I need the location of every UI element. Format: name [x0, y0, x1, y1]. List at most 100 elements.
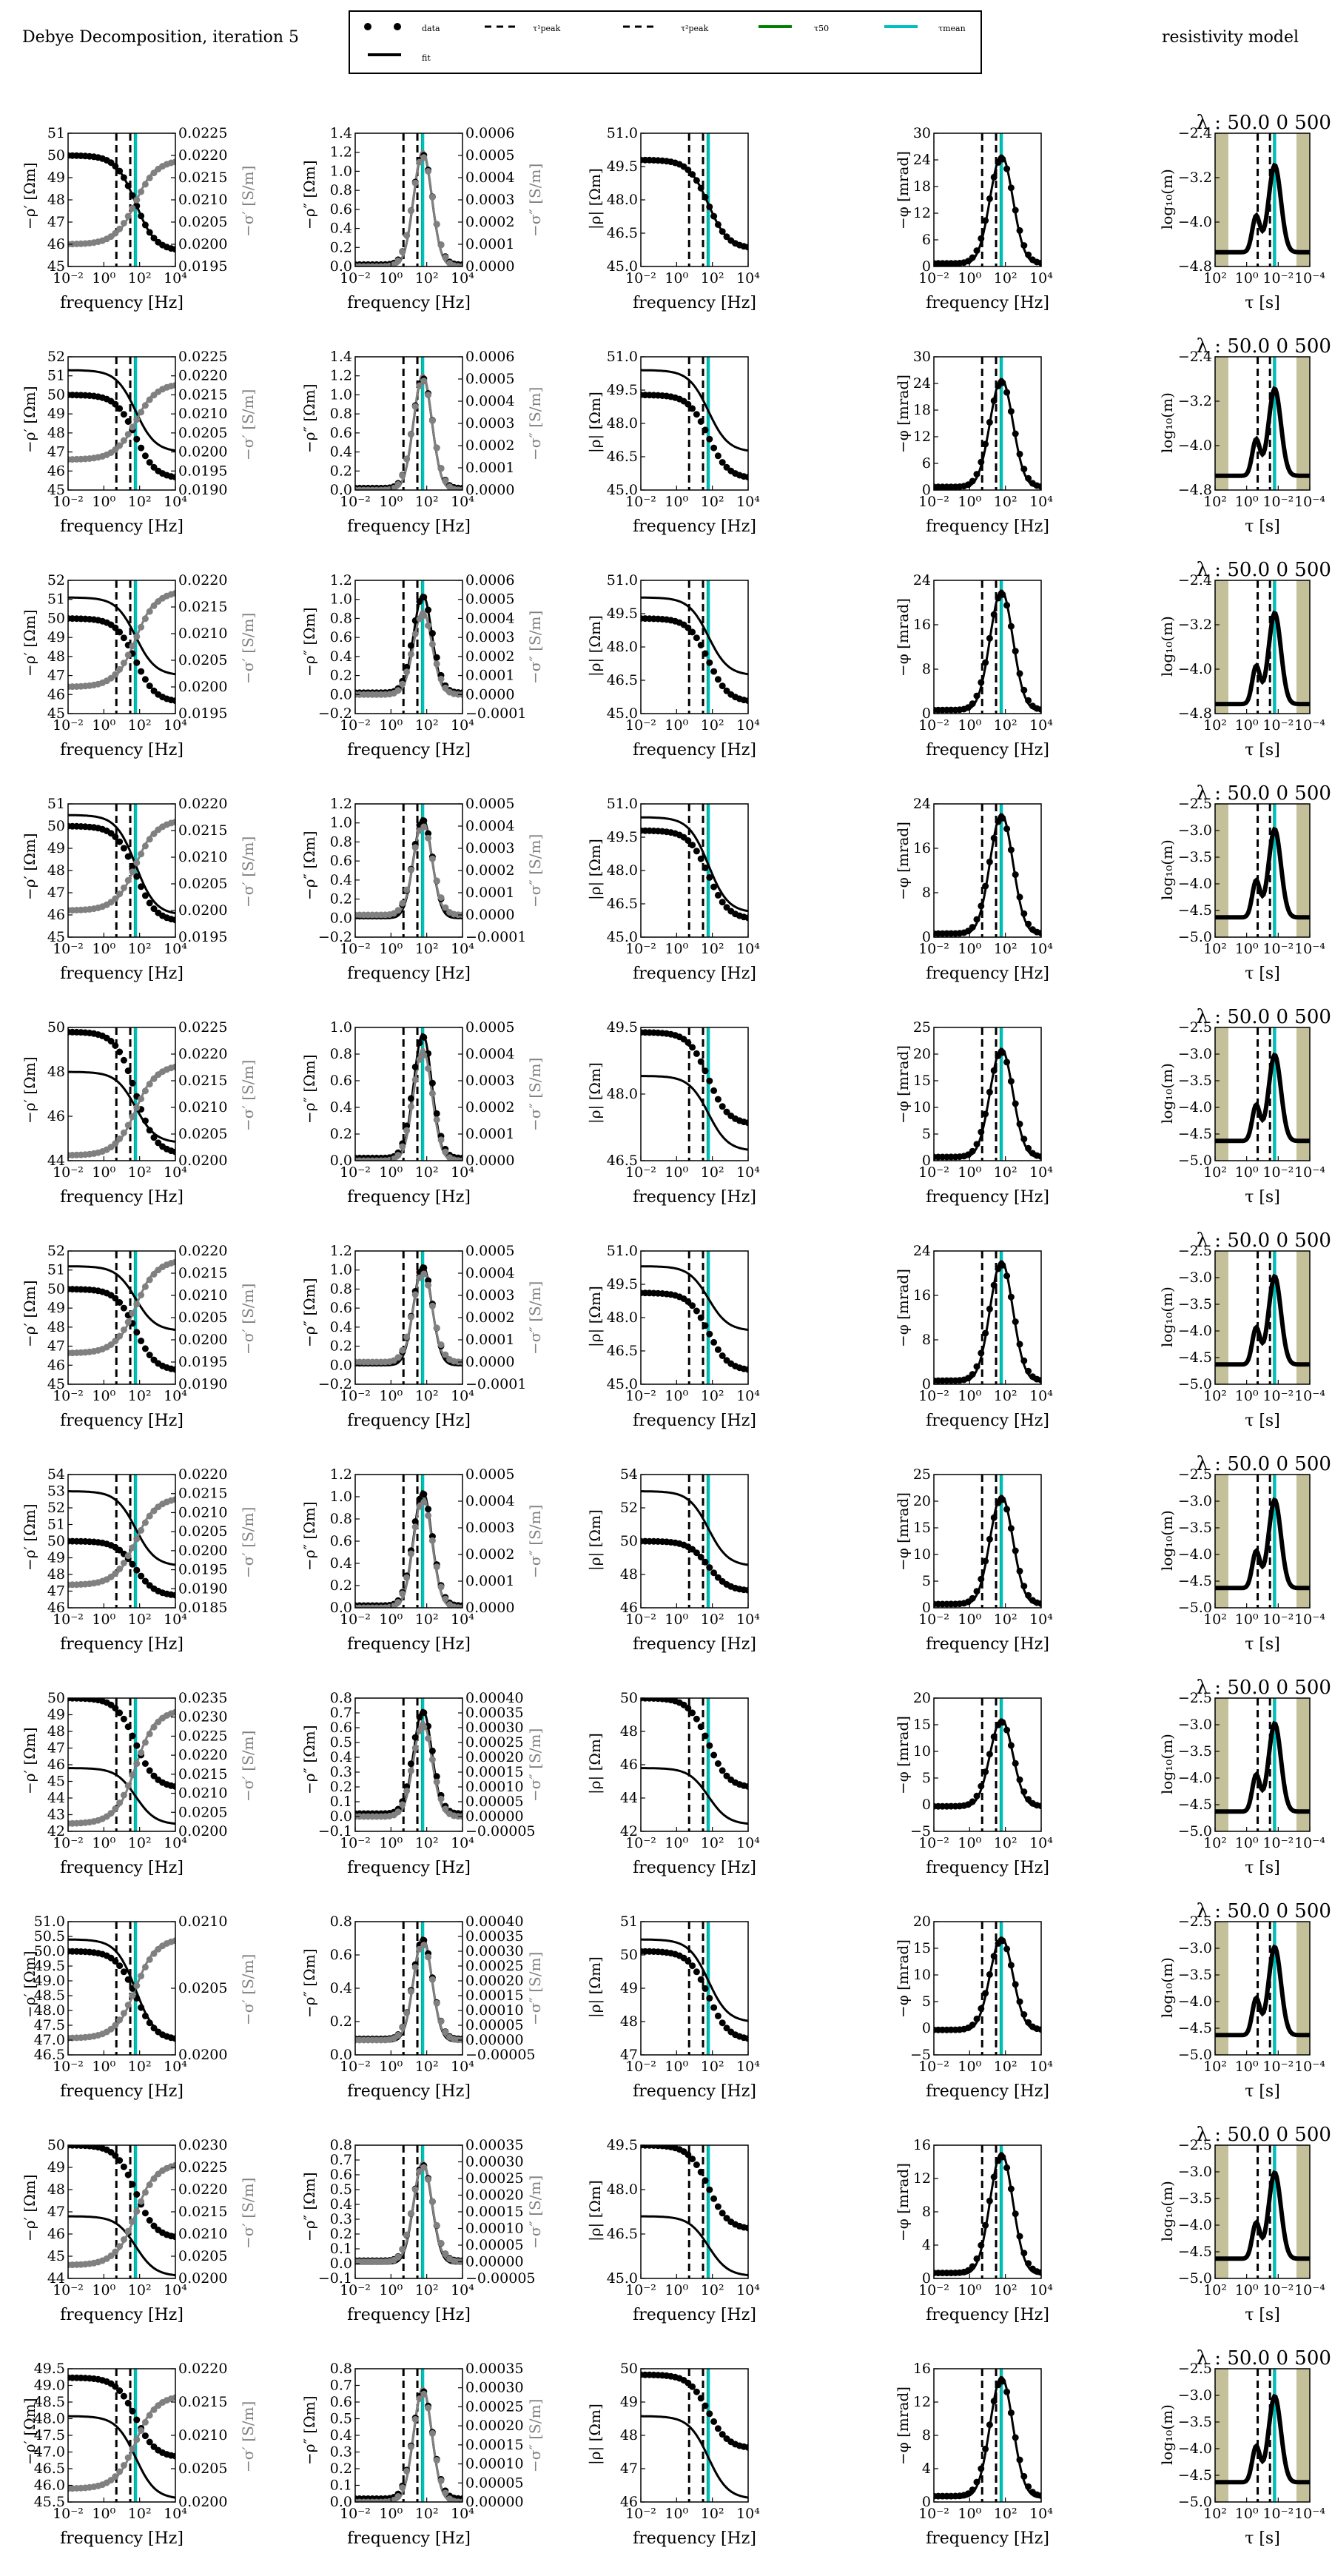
row3-rho-real-data-sigma-point — [133, 633, 141, 640]
row3-rho-mag-ytick-label: 51.0 — [607, 572, 638, 588]
row11-phase-data-point — [1025, 2483, 1032, 2490]
row2-phase-ytick-label: 6 — [922, 455, 931, 472]
row4-phase-plot-area — [934, 804, 1041, 937]
row4-rho-real-xtick-label: 10² — [128, 941, 152, 957]
row3-rho-mag-ytick-label: 46.5 — [607, 672, 638, 688]
row6-phase-data-point — [1037, 1377, 1041, 1383]
row6-phase-xtick-label: 10⁻² — [918, 1388, 949, 1404]
row8-rho-real-data-rho-point — [146, 1767, 153, 1774]
row10-phase-data-point — [978, 2241, 985, 2249]
row9-rho-mag-data-point — [689, 1962, 696, 1970]
row11-rho-imag-ytick-label: 0.4 — [330, 2427, 352, 2443]
row11-rho-imag-ytick-label: 0.1 — [330, 2478, 352, 2494]
row10-rho-real-data-rho-point — [146, 2217, 153, 2224]
row2-rho-real-ytick-label: 47 — [47, 444, 65, 460]
row4-rho-real-plot-area — [68, 804, 175, 937]
row2-rho-imag-xtick-label: 10² — [415, 494, 439, 510]
row6-model-xtick-label: 10² — [1203, 1388, 1227, 1404]
row10-rho-real-data-rho-point — [129, 2181, 136, 2188]
row4-rho-mag-data-point — [744, 914, 748, 922]
row11-rho-mag-ytick-label: 46 — [620, 2494, 638, 2510]
row2-rho-mag-data-point — [702, 426, 709, 434]
row8-rho-imag-data-rho-point — [411, 1734, 419, 1741]
row8-rho-real: 4243444546474849500.02000.02050.02100.02… — [21, 1690, 257, 1877]
row11-rho-imag-data-sigma-point — [433, 2457, 440, 2464]
row6-rho-imag-ytick-right-label: 0.0003 — [465, 1287, 514, 1304]
row3-rho-real-ytick-right-label: 0.0220 — [178, 572, 227, 588]
row9-model-ylabel: log₁₀(m) — [1158, 1957, 1176, 2018]
row8-phase-xtick-label: 10² — [994, 1835, 1018, 1851]
row6-rho-mag-xtick-label: 10⁻² — [625, 1388, 656, 1404]
row10-phase-xtick-label: 10⁰ — [958, 2282, 981, 2298]
row6-rho-real-ytick-label: 51 — [47, 1262, 65, 1278]
row9-rho-real-ytick-label: 49.5 — [34, 1958, 65, 1974]
row10-model-ytick-label: −4.0 — [1178, 2217, 1212, 2233]
row1-rho-mag-data-point — [706, 203, 713, 210]
row9-model-xlabel: τ [s] — [1245, 2082, 1280, 2101]
row8-rho-imag-ytick-label: 0.2 — [330, 1779, 352, 1795]
row5-rho-imag-data-rho-point — [403, 1122, 411, 1130]
row1-rho-real-ytick-right-label: 0.0220 — [178, 147, 227, 164]
row7-phase-ytick-label: 10 — [913, 1546, 931, 1563]
row10-rho-mag-data-point — [744, 2224, 748, 2232]
row7-rho-real-xlabel: frequency [Hz] — [60, 1635, 184, 1654]
row1-rho-mag-plot-area — [641, 133, 748, 266]
row6-rho-imag-data-sigma-point — [420, 1270, 428, 1278]
row10-rho-imag-ytick-label: 0.3 — [330, 2211, 352, 2227]
row4-rho-real-ytick-label: 49 — [47, 840, 65, 856]
row8-rho-imag-ytick-label: 0.3 — [330, 1764, 352, 1780]
row2-rho-real-data-sigma-point — [116, 442, 124, 449]
row7-rho-imag-data-sigma-point — [442, 1595, 449, 1603]
row9-phase-ytick-label: 20 — [913, 1913, 931, 1930]
row7-rho-mag-fit — [641, 1490, 748, 1566]
row10-rho-imag-ytick-right-label: 0.00015 — [465, 2204, 524, 2220]
row2-phase-ytick-label: 18 — [913, 402, 931, 418]
row10-rho-mag-ytick-label: 45.0 — [607, 2270, 638, 2287]
row6-rho-mag-data-point — [697, 1314, 704, 1321]
row2-model-ytick-label: −4.8 — [1178, 482, 1212, 498]
row2-rho-imag-ytick-right-label: 0.0002 — [465, 437, 514, 454]
row1-rho-mag-ytick-label: 49.5 — [607, 158, 638, 175]
row9-rho-real-data-sigma-point — [107, 2025, 115, 2033]
row3-rho-real-ytick-label: 47 — [47, 668, 65, 684]
row2-model-xtick-label: 10⁻² — [1262, 494, 1294, 510]
row4-rho-real-ytick-right-label: 0.0195 — [178, 929, 227, 945]
row5-phase-ytick-label: 15 — [913, 1073, 931, 1089]
row11-rho-mag-ytick-label: 49 — [620, 2394, 638, 2410]
row9-rho-real-data-rho-point — [172, 2035, 175, 2042]
row10-rho-mag-xtick-label: 10⁰ — [665, 2282, 688, 2298]
row8-model-xtick-label: 10² — [1203, 1835, 1227, 1851]
row7-rho-real-xtick-label: 10⁴ — [164, 1611, 187, 1628]
row1-rho-mag-data-point — [697, 184, 704, 192]
row8-phase-xtick-label: 10⁴ — [1029, 1835, 1053, 1851]
row5-phase-xtick-label: 10² — [994, 1164, 1018, 1181]
row1-rho-imag-ytick-label: 0.2 — [330, 239, 352, 255]
row5-rho-mag-data-point — [689, 1044, 696, 1051]
row5-rho-mag-plot-area — [641, 1027, 748, 1161]
row6-phase-data-point — [1025, 1367, 1032, 1375]
row6-phase-xtick-label: 10⁰ — [958, 1388, 981, 1404]
row5-phase-data-point — [969, 1147, 976, 1155]
row8-rho-imag-xtick-label: 10⁰ — [379, 1835, 403, 1851]
row1-rho-mag-data-point — [702, 193, 709, 201]
row9-rho-real-ytick-label: 47.5 — [34, 2017, 65, 2033]
row11-rho-real-data-rho-point — [112, 2383, 119, 2390]
row3-model-ytick-label: −3.2 — [1178, 617, 1212, 633]
row11-rho-imag-data-sigma-point — [459, 2498, 462, 2502]
row9-rho-mag-xtick-label: 10² — [701, 2059, 724, 2075]
row7-phase-data-point — [969, 1594, 976, 1602]
row8-rho-imag-data-rho-point — [420, 1709, 428, 1717]
row3-model-xtick-label: 10⁻⁴ — [1294, 717, 1325, 734]
row4-phase-data-point — [1003, 825, 1011, 833]
row2-rho-real-data-rho-point — [146, 459, 153, 466]
row8-phase-data-point — [1025, 1796, 1032, 1803]
row9-rho-mag-ytick-label: 50 — [620, 1947, 638, 1963]
row7-model-ytick-label: −3.0 — [1178, 1493, 1212, 1509]
row6-rho-real-ytick-label: 50 — [47, 1281, 65, 1297]
row4-rho-imag-ytick-right-label: 0.0003 — [465, 840, 514, 856]
row10-phase-data-point — [999, 2153, 1006, 2161]
row3-rho-imag-ytick-label: 1.2 — [330, 572, 352, 588]
